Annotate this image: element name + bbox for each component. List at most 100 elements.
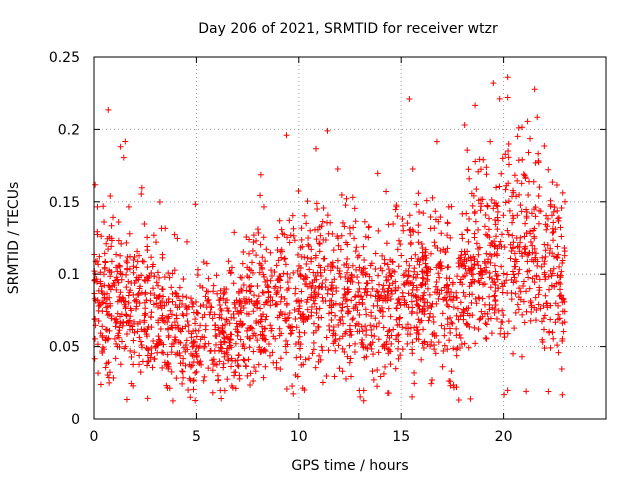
data-point (249, 325, 256, 332)
data-point (484, 232, 491, 239)
data-point (491, 309, 498, 316)
data-point (472, 158, 479, 165)
data-point (404, 273, 411, 280)
data-point (268, 325, 275, 332)
data-point (520, 171, 527, 178)
data-point (491, 292, 498, 299)
data-point (304, 254, 311, 261)
data-point (356, 311, 363, 318)
data-point (221, 285, 228, 292)
data-point (414, 258, 421, 265)
data-point (461, 122, 468, 129)
data-point (268, 267, 275, 274)
data-point (320, 236, 327, 243)
data-point (321, 255, 328, 262)
data-point (514, 133, 521, 140)
data-point (515, 270, 522, 277)
data-point (236, 372, 243, 379)
data-point (411, 268, 418, 275)
data-point (116, 297, 123, 304)
x-tick-label: 15 (392, 429, 410, 445)
data-point (209, 315, 216, 322)
data-point (374, 170, 381, 177)
data-point (175, 293, 182, 300)
data-point (119, 294, 126, 301)
data-point (103, 308, 110, 315)
data-point (503, 182, 510, 189)
data-point (171, 336, 178, 343)
data-point (409, 393, 416, 400)
data-point (465, 255, 472, 262)
data-point (143, 345, 150, 352)
data-point (419, 245, 426, 252)
data-point (375, 272, 382, 279)
data-point (509, 187, 516, 194)
data-point (379, 297, 386, 304)
data-point (324, 127, 331, 134)
data-point (483, 335, 490, 342)
data-point (169, 298, 176, 305)
data-point (171, 231, 178, 238)
data-point (456, 331, 463, 338)
data-point (213, 272, 220, 279)
data-point (407, 232, 414, 239)
data-point (158, 340, 165, 347)
data-point (544, 223, 551, 230)
data-point (94, 228, 101, 235)
data-point (531, 86, 538, 93)
data-point (516, 266, 523, 273)
data-point (199, 314, 206, 321)
data-point (384, 390, 391, 397)
data-point (292, 316, 299, 323)
data-point (420, 344, 427, 351)
data-point (316, 224, 323, 231)
data-point (498, 170, 505, 177)
data-point (319, 347, 326, 354)
data-point (482, 260, 489, 267)
data-point (352, 218, 359, 225)
data-point (224, 297, 231, 304)
data-point (380, 324, 387, 331)
y-tick-label: 0 (71, 412, 80, 428)
data-point (418, 240, 425, 247)
data-point (124, 253, 131, 260)
data-point (186, 375, 193, 382)
data-point (558, 268, 565, 275)
data-point (548, 282, 555, 289)
data-point (344, 286, 351, 293)
data-point (347, 322, 354, 329)
data-point (403, 258, 410, 265)
data-point (177, 360, 184, 367)
data-point (549, 329, 556, 336)
data-point (260, 271, 267, 278)
data-point (247, 382, 254, 389)
data-point (354, 274, 361, 281)
data-point (499, 319, 506, 326)
data-point (561, 252, 568, 259)
data-point (362, 323, 369, 330)
data-point (476, 270, 483, 277)
data-point (210, 282, 217, 289)
data-point (283, 349, 290, 356)
data-point (475, 326, 482, 333)
data-point (257, 241, 264, 248)
data-point (106, 267, 113, 274)
data-point (209, 357, 216, 364)
data-point (128, 353, 135, 360)
data-point (418, 356, 425, 363)
data-point (360, 344, 367, 351)
data-point (310, 269, 317, 276)
data-point (483, 171, 490, 178)
data-point (217, 306, 224, 313)
data-point (264, 277, 271, 284)
data-point (409, 346, 416, 353)
data-point (539, 254, 546, 261)
data-point (480, 281, 487, 288)
data-point (529, 242, 536, 249)
data-point (446, 293, 453, 300)
data-point (153, 295, 160, 302)
data-point (509, 268, 516, 275)
data-point (240, 248, 247, 255)
data-point (142, 291, 149, 298)
data-point (509, 219, 516, 226)
